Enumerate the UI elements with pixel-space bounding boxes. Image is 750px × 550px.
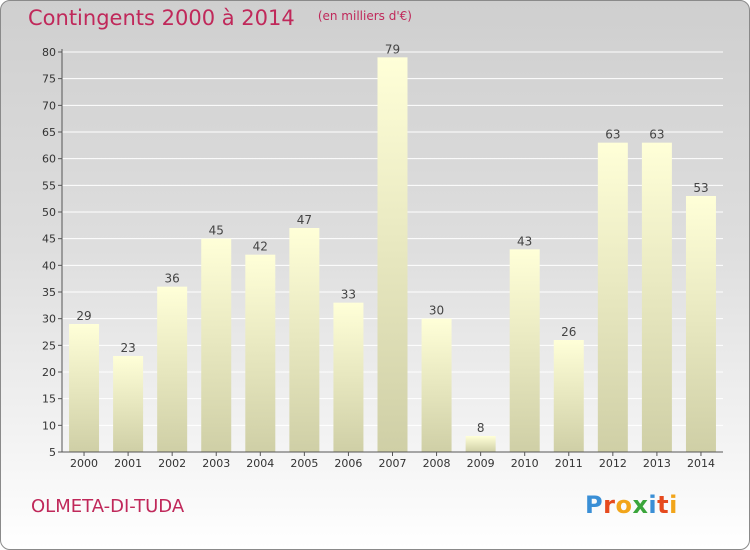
x-tick-label-2011: 2011 bbox=[555, 457, 583, 470]
x-tick-label-2002: 2002 bbox=[158, 457, 186, 470]
bar-2001 bbox=[113, 356, 144, 452]
y-tick-label: 50 bbox=[42, 206, 56, 219]
bar-2004 bbox=[245, 254, 276, 452]
data-label-2011: 26 bbox=[561, 325, 576, 339]
data-labels: 29 23 36 45 42 47 33 79 30 8 43 26 63 63 53 bbox=[76, 42, 708, 435]
logo-letter: r bbox=[603, 491, 616, 519]
data-label-2000: 29 bbox=[76, 309, 91, 323]
y-tick-label: 55 bbox=[42, 179, 56, 192]
data-label-2001: 23 bbox=[120, 341, 135, 355]
y-tick-label: 80 bbox=[42, 46, 56, 59]
title-row: Contingents 2000 à 2014 (en milliers d'€… bbox=[28, 6, 412, 30]
data-label-2002: 36 bbox=[165, 272, 180, 286]
y-tick-label: 10 bbox=[42, 419, 56, 432]
x-tick-label-2003: 2003 bbox=[202, 457, 230, 470]
logo-letter: i bbox=[648, 491, 658, 519]
data-label-2003: 45 bbox=[209, 224, 224, 238]
y-tick-label: 35 bbox=[42, 286, 56, 299]
commune-name: OLMETA-DI-TUDA bbox=[31, 496, 185, 517]
x-tick-label-2014: 2014 bbox=[687, 457, 715, 470]
y-tick-label: 70 bbox=[42, 99, 56, 112]
y-tick-label: 5 bbox=[49, 446, 56, 459]
data-label-2010: 43 bbox=[517, 234, 532, 248]
y-tick-label: 25 bbox=[42, 339, 56, 352]
bar-2014 bbox=[685, 196, 716, 452]
bar-2000 bbox=[69, 324, 100, 452]
y-tick-label: 75 bbox=[42, 73, 56, 86]
x-axis-ticks: 2000 2001 2002 2003 2004 2005 2006 2007 2008 2009… bbox=[62, 451, 723, 470]
y-tick-label: 20 bbox=[42, 366, 56, 379]
data-label-2008: 30 bbox=[429, 304, 444, 318]
data-label-2005: 47 bbox=[297, 213, 312, 227]
x-tick-label-2004: 2004 bbox=[246, 457, 274, 470]
data-label-2014: 53 bbox=[693, 181, 708, 195]
data-label-2006: 33 bbox=[341, 288, 356, 302]
x-tick-label-2005: 2005 bbox=[290, 457, 318, 470]
y-axis-ticks: 5 10 15 20 25 30 35 40 45 50 55 60 65 70 75 80 bbox=[42, 46, 63, 459]
logo-letter: P bbox=[585, 491, 604, 519]
x-tick-label-2009: 2009 bbox=[467, 457, 495, 470]
logo-letter: i bbox=[669, 491, 678, 519]
bar-2008 bbox=[421, 318, 452, 452]
data-label-2013: 63 bbox=[649, 128, 664, 142]
proxiti-logo[interactable]: Proxiti bbox=[585, 491, 678, 519]
chart-title: Contingents 2000 à 2014 bbox=[28, 6, 295, 30]
logo-letter: x bbox=[632, 491, 649, 519]
x-tick-label-2007: 2007 bbox=[379, 457, 407, 470]
bar-2006 bbox=[333, 302, 364, 452]
bar-2003 bbox=[201, 238, 232, 452]
bar-2012 bbox=[597, 142, 628, 452]
bar-2007 bbox=[377, 57, 408, 452]
bars bbox=[69, 57, 716, 452]
logo-letter: t bbox=[657, 491, 670, 519]
x-tick-label-2012: 2012 bbox=[599, 457, 627, 470]
y-tick-label: 40 bbox=[42, 259, 56, 272]
x-tick-label-2001: 2001 bbox=[114, 457, 142, 470]
x-tick-label-2006: 2006 bbox=[334, 457, 362, 470]
y-tick-label: 65 bbox=[42, 126, 56, 139]
bar-2002 bbox=[157, 286, 188, 452]
y-tick-label: 45 bbox=[42, 233, 56, 246]
data-label-2009: 8 bbox=[477, 421, 485, 435]
chart-unit: (en milliers d'€) bbox=[317, 9, 412, 23]
data-label-2012: 63 bbox=[605, 128, 620, 142]
bar-2009 bbox=[465, 436, 496, 452]
bar-2010 bbox=[509, 249, 540, 452]
y-tick-label: 30 bbox=[42, 313, 56, 326]
bar-2013 bbox=[641, 142, 672, 452]
data-label-2007: 79 bbox=[385, 42, 400, 56]
x-tick-label-2000: 2000 bbox=[70, 457, 98, 470]
x-tick-label-2010: 2010 bbox=[511, 457, 539, 470]
x-tick-label-2008: 2008 bbox=[423, 457, 451, 470]
bar-2011 bbox=[553, 340, 584, 452]
y-tick-label: 15 bbox=[42, 393, 56, 406]
x-tick-label-2013: 2013 bbox=[643, 457, 671, 470]
data-label-2004: 42 bbox=[253, 240, 268, 254]
y-tick-label: 60 bbox=[42, 153, 56, 166]
bar-2005 bbox=[289, 228, 320, 452]
logo-letter: o bbox=[615, 491, 633, 519]
